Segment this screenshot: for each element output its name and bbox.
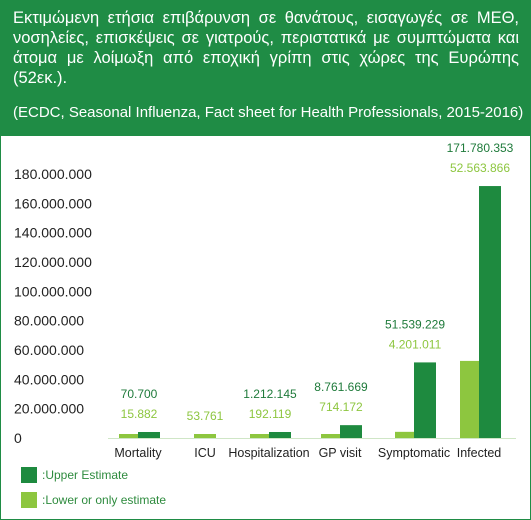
legend-swatch-upper: [21, 467, 37, 483]
legend-swatch-lower: [21, 492, 37, 508]
bar-lower: [395, 431, 417, 438]
x-category-label: Infected: [457, 446, 502, 460]
data-label-upper: 1.212.145: [243, 387, 297, 401]
y-tick-label: 80.000.000: [14, 313, 84, 329]
data-label-lower: 192.119: [249, 407, 292, 421]
chart-title: Εκτιμώμενη ετήσια επιβάρυνση σε θανάτους…: [13, 9, 519, 87]
legend-label-lower: :Lower or only estimate: [42, 493, 167, 507]
bar-lower: [321, 434, 343, 438]
x-category-label: Hospitalization: [228, 446, 309, 460]
y-tick-label: 0: [14, 430, 22, 446]
data-label-upper: 51.539.229: [385, 317, 445, 331]
data-label-lower: 52.563.866: [450, 161, 510, 175]
data-label-upper: 8.761.669: [314, 380, 368, 394]
bar-upper: [479, 186, 501, 438]
x-category-label: ICU: [194, 446, 216, 460]
y-tick-label: 180.000.000: [14, 166, 92, 182]
bar-lower: [119, 434, 141, 438]
x-category-label: Symptomatic: [378, 446, 450, 460]
y-tick-label: 120.000.000: [14, 254, 92, 270]
bar-upper: [414, 362, 436, 438]
bar-upper: [340, 425, 362, 438]
bar-lower: [460, 360, 482, 438]
y-tick-label: 140.000.000: [14, 225, 92, 241]
x-category-label: GP visit: [319, 446, 362, 460]
y-tick-label: 100.000.000: [14, 283, 92, 299]
y-tick-label: 60.000.000: [14, 342, 84, 358]
data-label-lower: 53.761: [187, 409, 224, 423]
data-label-upper: 70.700: [121, 387, 158, 401]
bar-lower: [194, 434, 216, 438]
legend-label-upper: :Upper Estimate: [42, 468, 129, 482]
y-tick-label: 160.000.000: [14, 195, 92, 211]
data-label-upper: 171.780.353: [447, 141, 514, 155]
y-tick-label: 20.000.000: [14, 401, 84, 417]
data-label-lower: 4.201.011: [389, 337, 442, 351]
bar-lower: [250, 434, 272, 438]
x-category-label: Mortality: [114, 446, 162, 460]
chart-source: (ECDC, Seasonal Influenza, Fact sheet fo…: [13, 104, 524, 121]
bar-upper: [269, 432, 291, 438]
y-tick-label: 40.000.000: [14, 371, 84, 387]
data-label-lower: 15.882: [121, 407, 158, 421]
bar-upper: [138, 432, 160, 438]
chart-header: Εκτιμώμενη ετήσια επιβάρυνση σε θανάτους…: [1, 1, 530, 136]
data-label-lower: 714.172: [319, 400, 363, 414]
